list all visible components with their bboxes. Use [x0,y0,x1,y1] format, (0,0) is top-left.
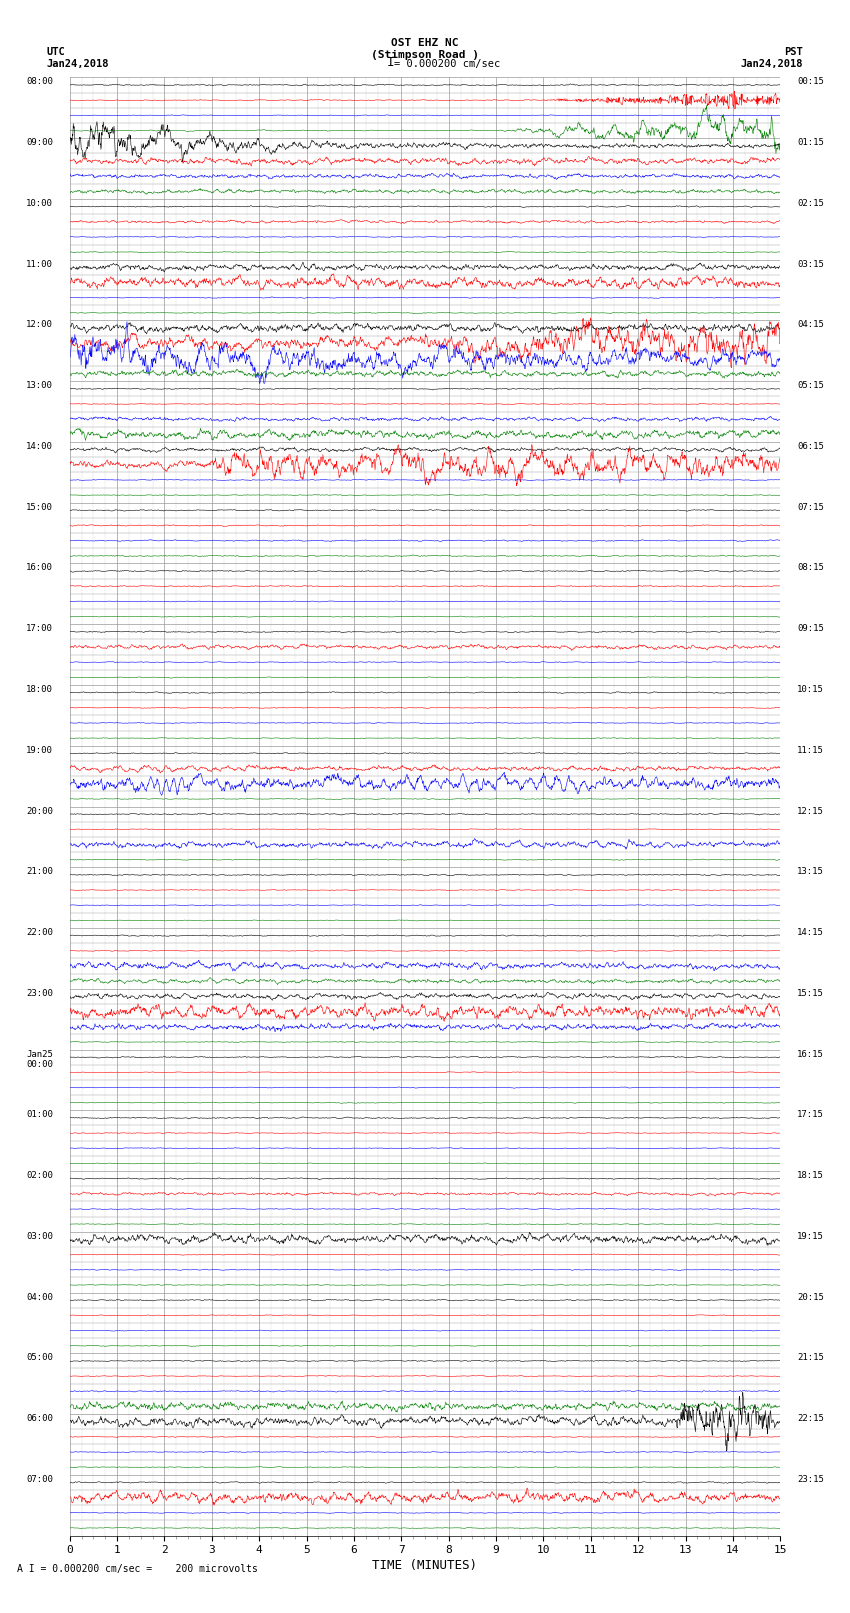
Text: 21:00: 21:00 [26,868,53,876]
Text: 17:15: 17:15 [797,1110,824,1119]
Text: 05:00: 05:00 [26,1353,53,1363]
Text: 02:00: 02:00 [26,1171,53,1181]
Text: Jan24,2018: Jan24,2018 [47,58,110,69]
Text: A I = 0.000200 cm/sec =    200 microvolts: A I = 0.000200 cm/sec = 200 microvolts [17,1565,258,1574]
Text: 02:15: 02:15 [797,198,824,208]
Text: 15:15: 15:15 [797,989,824,998]
Text: 14:15: 14:15 [797,927,824,937]
Text: 03:15: 03:15 [797,260,824,269]
Text: 21:15: 21:15 [797,1353,824,1363]
Text: I: I [387,56,394,69]
Text: 06:15: 06:15 [797,442,824,452]
Text: OST EHZ NC: OST EHZ NC [391,39,459,48]
Text: Jan25
00:00: Jan25 00:00 [26,1050,53,1069]
Text: 10:15: 10:15 [797,686,824,694]
Text: 07:00: 07:00 [26,1474,53,1484]
Text: 18:15: 18:15 [797,1171,824,1181]
Text: 09:00: 09:00 [26,139,53,147]
Text: 16:00: 16:00 [26,563,53,573]
Text: 22:15: 22:15 [797,1415,824,1423]
Text: 22:00: 22:00 [26,927,53,937]
Text: 01:15: 01:15 [797,139,824,147]
Text: 20:15: 20:15 [797,1292,824,1302]
Text: 19:00: 19:00 [26,745,53,755]
Text: 18:00: 18:00 [26,686,53,694]
Text: (Stimpson Road ): (Stimpson Road ) [371,50,479,60]
Text: 11:15: 11:15 [797,745,824,755]
Text: 05:15: 05:15 [797,381,824,390]
Text: 12:15: 12:15 [797,806,824,816]
Text: 04:00: 04:00 [26,1292,53,1302]
Text: 04:15: 04:15 [797,321,824,329]
Text: Jan24,2018: Jan24,2018 [740,58,803,69]
Text: UTC: UTC [47,47,65,58]
Text: 16:15: 16:15 [797,1050,824,1058]
Text: 23:00: 23:00 [26,989,53,998]
Text: 03:00: 03:00 [26,1232,53,1240]
Text: 01:00: 01:00 [26,1110,53,1119]
Text: 13:00: 13:00 [26,381,53,390]
Text: 06:00: 06:00 [26,1415,53,1423]
Text: 20:00: 20:00 [26,806,53,816]
Text: 07:15: 07:15 [797,503,824,511]
Text: 08:00: 08:00 [26,77,53,87]
X-axis label: TIME (MINUTES): TIME (MINUTES) [372,1560,478,1573]
Text: 13:15: 13:15 [797,868,824,876]
Text: = 0.000200 cm/sec: = 0.000200 cm/sec [394,60,500,69]
Text: 10:00: 10:00 [26,198,53,208]
Text: 11:00: 11:00 [26,260,53,269]
Text: PST: PST [785,47,803,58]
Text: 17:00: 17:00 [26,624,53,634]
Text: 23:15: 23:15 [797,1474,824,1484]
Text: 12:00: 12:00 [26,321,53,329]
Text: 09:15: 09:15 [797,624,824,634]
Text: 14:00: 14:00 [26,442,53,452]
Text: 00:15: 00:15 [797,77,824,87]
Text: 15:00: 15:00 [26,503,53,511]
Text: 19:15: 19:15 [797,1232,824,1240]
Text: 08:15: 08:15 [797,563,824,573]
